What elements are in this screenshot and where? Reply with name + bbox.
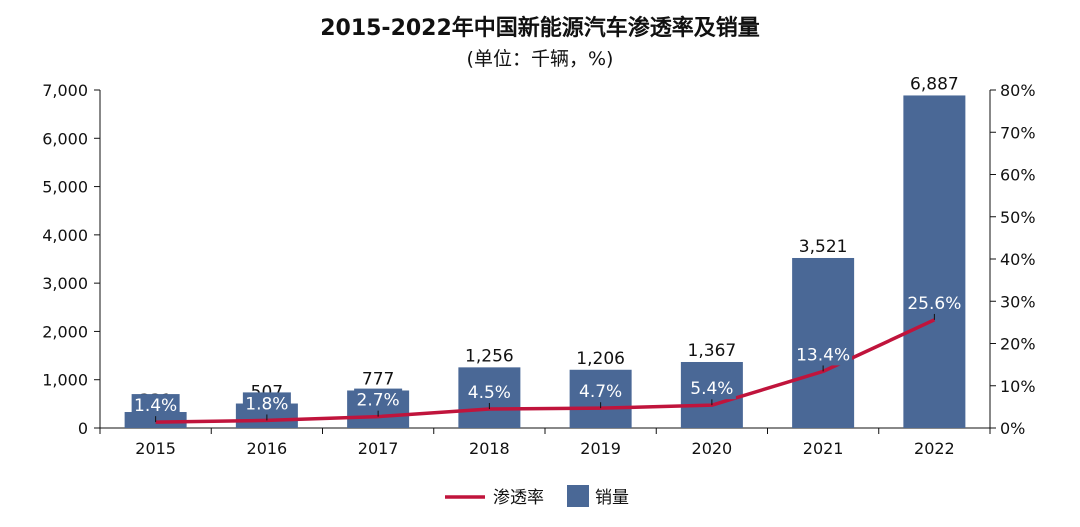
rate-label-box — [354, 388, 403, 411]
rate-value-label: 4.5% — [468, 383, 511, 403]
x-tick-label: 2021 — [803, 439, 844, 458]
x-tick-label: 2022 — [914, 439, 955, 458]
rate-value-label: 2.7% — [357, 391, 400, 411]
rate-value-label: 4.7% — [579, 382, 622, 402]
rate-label-box — [687, 377, 736, 400]
rate-label-box — [576, 380, 625, 403]
x-tick-label: 2016 — [247, 439, 288, 458]
rate-label-box — [131, 394, 180, 417]
x-tick-label: 2019 — [580, 439, 621, 458]
x-tick-label: 2017 — [358, 439, 399, 458]
left-tick-label: 0 — [78, 419, 88, 438]
right-tick-label: 50% — [1000, 208, 1036, 227]
rate-value-label: 13.4% — [796, 345, 850, 365]
bar-value-label: 3,521 — [799, 237, 848, 257]
left-tick-label: 1,000 — [42, 371, 88, 390]
left-tick-label: 3,000 — [42, 274, 88, 293]
legend-label-sales: 销量 — [595, 488, 629, 508]
bar-sales — [903, 95, 966, 428]
right-tick-label: 40% — [1000, 250, 1036, 269]
right-tick-label: 60% — [1000, 166, 1036, 185]
rate-label-box — [465, 380, 514, 403]
rate-label-box — [794, 343, 853, 366]
bar-sales — [792, 257, 855, 428]
line-penetration — [155, 318, 936, 424]
rate-label-box — [905, 291, 964, 314]
right-tick-label: 0% — [1000, 419, 1025, 438]
x-tick-label: 2015 — [135, 439, 176, 458]
right-tick-label: 70% — [1000, 123, 1036, 142]
right-tick-label: 80% — [1000, 81, 1036, 100]
rate-value-label: 1.4% — [134, 396, 177, 416]
legend-bar-swatch — [567, 485, 589, 507]
bar-value-label: 777 — [362, 369, 394, 389]
bar-value-label: 6,887 — [910, 74, 959, 94]
rate-value-label: 25.6% — [907, 294, 961, 314]
left-tick-label: 4,000 — [42, 226, 88, 245]
bar-value-label: 1,367 — [688, 341, 737, 361]
rate-value-label: 5.4% — [690, 379, 733, 399]
bar-value-label: 1,256 — [465, 346, 514, 366]
x-tick-label: 2020 — [692, 439, 733, 458]
left-tick-label: 7,000 — [42, 81, 88, 100]
left-tick-label: 5,000 — [42, 178, 88, 197]
legend-label-rate: 渗透率 — [493, 488, 544, 508]
left-tick-label: 2,000 — [42, 322, 88, 341]
chart-title: 2015-2022年中国新能源汽车渗透率及销量 — [320, 16, 760, 41]
right-tick-label: 30% — [1000, 292, 1036, 311]
rate-value-label: 1.8% — [245, 394, 288, 414]
right-tick-label: 10% — [1000, 377, 1036, 396]
left-tick-label: 6,000 — [42, 129, 88, 148]
chart-subtitle: (单位：千辆，%) — [466, 48, 614, 70]
x-tick-label: 2018 — [469, 439, 510, 458]
rate-label-box — [242, 392, 291, 415]
right-tick-label: 20% — [1000, 335, 1036, 354]
bar-value-label: 1,206 — [576, 349, 625, 369]
